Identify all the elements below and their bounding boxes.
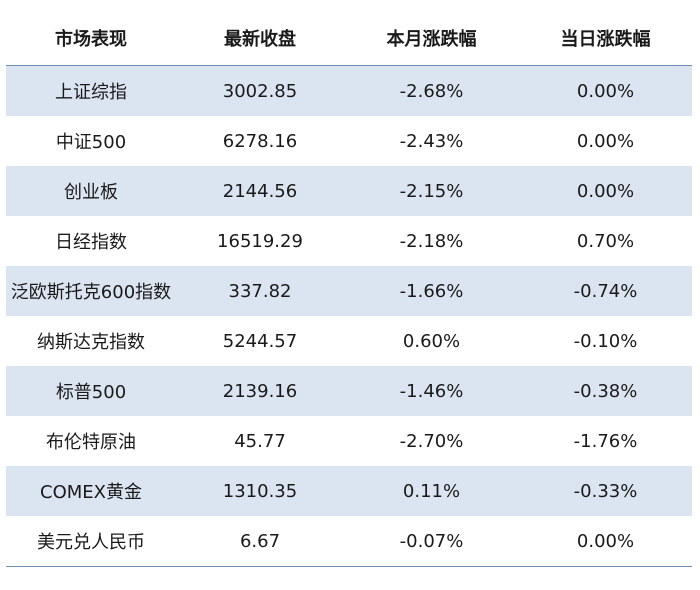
cell-market: 上证综指 bbox=[6, 65, 176, 116]
cell-latest-close: 2144.56 bbox=[176, 166, 344, 216]
cell-latest-close: 6278.16 bbox=[176, 116, 344, 166]
table-row: 纳斯达克指数 5244.57 0.60% -0.10% bbox=[6, 316, 692, 366]
table-row: 标普500 2139.16 -1.46% -0.38% bbox=[6, 366, 692, 416]
cell-month-change: 0.60% bbox=[344, 316, 519, 366]
header-market: 市场表现 bbox=[6, 10, 176, 66]
cell-latest-close: 45.77 bbox=[176, 416, 344, 466]
cell-month-change: -0.07% bbox=[344, 516, 519, 567]
table-row: 上证综指 3002.85 -2.68% 0.00% bbox=[6, 65, 692, 116]
cell-day-change: -0.10% bbox=[519, 316, 692, 366]
cell-month-change: -1.66% bbox=[344, 266, 519, 316]
cell-market: 标普500 bbox=[6, 366, 176, 416]
cell-month-change: 0.11% bbox=[344, 466, 519, 516]
cell-latest-close: 3002.85 bbox=[176, 65, 344, 116]
table-header: 市场表现 最新收盘 本月涨跌幅 当日涨跌幅 bbox=[6, 10, 692, 66]
table-row: 美元兑人民币 6.67 -0.07% 0.00% bbox=[6, 516, 692, 567]
table-row: 泛欧斯托克600指数 337.82 -1.66% -0.74% bbox=[6, 266, 692, 316]
cell-day-change: 0.00% bbox=[519, 65, 692, 116]
cell-day-change: 0.00% bbox=[519, 166, 692, 216]
cell-month-change: -2.43% bbox=[344, 116, 519, 166]
cell-day-change: -1.76% bbox=[519, 416, 692, 466]
table-row: 中证500 6278.16 -2.43% 0.00% bbox=[6, 116, 692, 166]
cell-day-change: -0.38% bbox=[519, 366, 692, 416]
header-month-change: 本月涨跌幅 bbox=[344, 10, 519, 66]
cell-latest-close: 2139.16 bbox=[176, 366, 344, 416]
cell-market: 创业板 bbox=[6, 166, 176, 216]
cell-month-change: -2.68% bbox=[344, 65, 519, 116]
table-row: 日经指数 16519.29 -2.18% 0.70% bbox=[6, 216, 692, 266]
header-row: 市场表现 最新收盘 本月涨跌幅 当日涨跌幅 bbox=[6, 10, 692, 66]
table-row: 创业板 2144.56 -2.15% 0.00% bbox=[6, 166, 692, 216]
cell-market: 泛欧斯托克600指数 bbox=[6, 266, 176, 316]
cell-day-change: 0.70% bbox=[519, 216, 692, 266]
cell-market: 布伦特原油 bbox=[6, 416, 176, 466]
header-day-change: 当日涨跌幅 bbox=[519, 10, 692, 66]
cell-day-change: 0.00% bbox=[519, 116, 692, 166]
cell-market: 日经指数 bbox=[6, 216, 176, 266]
header-latest-close: 最新收盘 bbox=[176, 10, 344, 66]
cell-market: 中证500 bbox=[6, 116, 176, 166]
cell-latest-close: 16519.29 bbox=[176, 216, 344, 266]
cell-month-change: -2.15% bbox=[344, 166, 519, 216]
table-row: COMEX黄金 1310.35 0.11% -0.33% bbox=[6, 466, 692, 516]
cell-latest-close: 6.67 bbox=[176, 516, 344, 567]
table-body: 上证综指 3002.85 -2.68% 0.00% 中证500 6278.16 … bbox=[6, 65, 692, 567]
cell-latest-close: 5244.57 bbox=[176, 316, 344, 366]
cell-month-change: -2.70% bbox=[344, 416, 519, 466]
cell-month-change: -2.18% bbox=[344, 216, 519, 266]
cell-day-change: 0.00% bbox=[519, 516, 692, 567]
cell-day-change: -0.74% bbox=[519, 266, 692, 316]
cell-latest-close: 1310.35 bbox=[176, 466, 344, 516]
cell-market: 美元兑人民币 bbox=[6, 516, 176, 567]
market-performance-table-container: 市场表现 最新收盘 本月涨跌幅 当日涨跌幅 上证综指 3002.85 -2.68… bbox=[0, 10, 700, 590]
cell-market: COMEX黄金 bbox=[6, 466, 176, 516]
market-performance-table: 市场表现 最新收盘 本月涨跌幅 当日涨跌幅 上证综指 3002.85 -2.68… bbox=[6, 10, 692, 567]
cell-market: 纳斯达克指数 bbox=[6, 316, 176, 366]
table-row: 布伦特原油 45.77 -2.70% -1.76% bbox=[6, 416, 692, 466]
cell-latest-close: 337.82 bbox=[176, 266, 344, 316]
cell-month-change: -1.46% bbox=[344, 366, 519, 416]
cell-day-change: -0.33% bbox=[519, 466, 692, 516]
